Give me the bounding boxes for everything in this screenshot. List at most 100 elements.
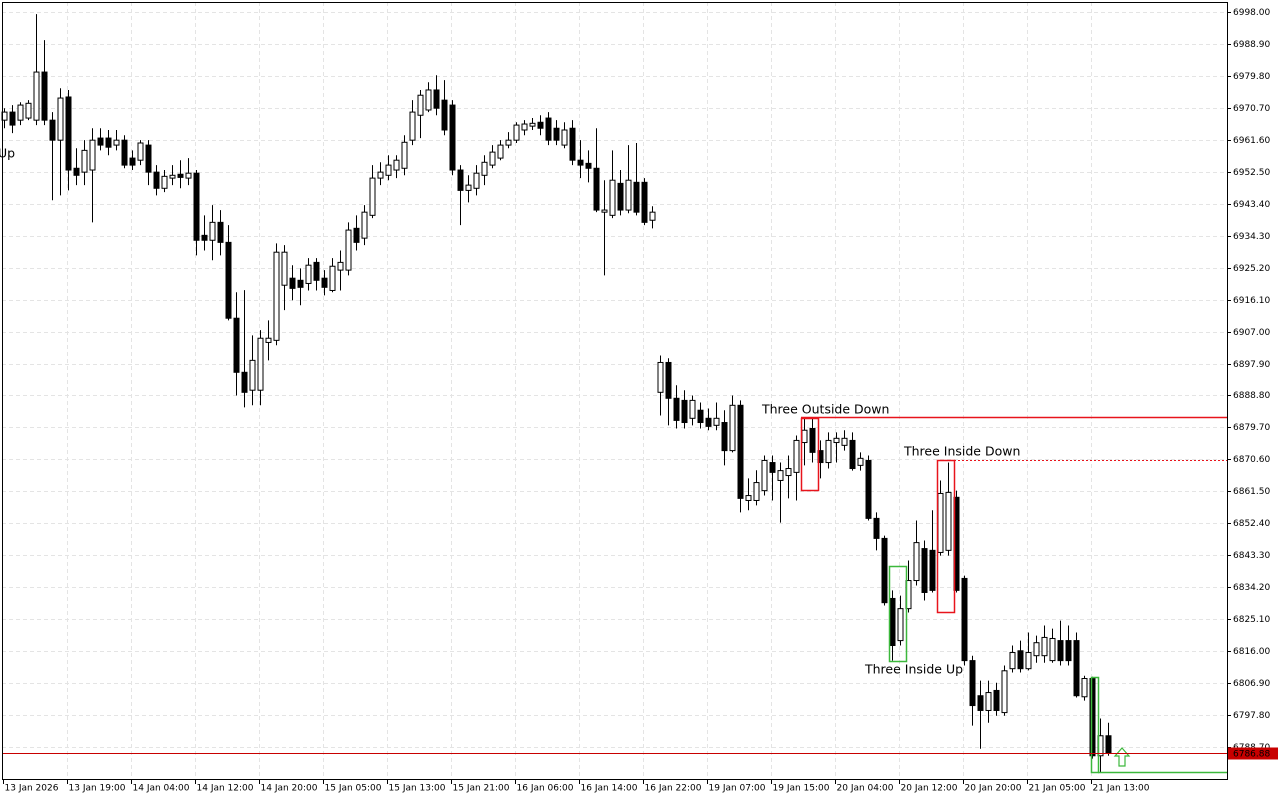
candle-body [897, 608, 904, 642]
x-tick-label: 20 Jan 12:00 [901, 784, 958, 794]
candle-body [513, 124, 520, 141]
candle-body [833, 437, 840, 444]
pattern-label: Three Inside Down [903, 444, 1020, 459]
y-tick-label: 6806.90 [1233, 679, 1270, 689]
candle-body [593, 167, 600, 211]
y-tick-label: 6879.70 [1233, 423, 1270, 433]
candle-body [225, 241, 232, 319]
candle-body [753, 482, 760, 501]
candle-body [657, 361, 664, 393]
candle-body [113, 139, 120, 146]
candle-body [353, 227, 360, 243]
candle-body [41, 71, 48, 121]
candle-body [985, 692, 992, 711]
candle-body [585, 162, 592, 169]
x-tick-label: 16 Jan 06:00 [517, 784, 574, 794]
candle-body [793, 439, 800, 473]
candle-body [81, 149, 88, 173]
pattern-box [800, 417, 820, 492]
candle-body [9, 111, 16, 126]
y-tick-label: 6961.60 [1233, 136, 1270, 146]
candle-body [297, 279, 304, 288]
candle-body [681, 399, 688, 424]
candle-body [729, 404, 736, 452]
x-tick-label: 15 Jan 21:00 [453, 784, 510, 794]
candle-body [713, 417, 720, 426]
candle-body [425, 89, 432, 111]
candle-body [553, 127, 560, 141]
candle-body [145, 144, 152, 173]
y-tick-label: 6825.10 [1233, 615, 1270, 625]
y-tick-label: 6916.10 [1233, 296, 1270, 306]
candle-body [137, 142, 144, 161]
candle-body [545, 117, 552, 141]
candle-body [785, 468, 792, 477]
x-tick-label: 15 Jan 13:00 [389, 784, 446, 794]
pattern-box [936, 459, 956, 614]
candle-body [233, 317, 240, 373]
y-tick-label: 6797.80 [1233, 711, 1270, 721]
candle-body [1081, 678, 1088, 698]
candle-body [721, 422, 728, 452]
candle-body [377, 171, 384, 179]
candle-body [969, 660, 976, 707]
candle-body [945, 491, 952, 551]
candle-body [977, 695, 984, 711]
candle-body [209, 221, 216, 241]
candle-body [1049, 637, 1056, 662]
candle-body [649, 211, 656, 221]
candle-body [177, 173, 184, 178]
x-tick-label: 16 Jan 14:00 [581, 784, 638, 794]
candle-body [17, 104, 24, 121]
candle-body [665, 361, 672, 399]
candle-body [873, 517, 880, 539]
candle-body [865, 459, 872, 519]
candle-body [153, 171, 160, 189]
candle-body [369, 177, 376, 216]
y-tick-label: 6861.50 [1233, 487, 1270, 497]
candle-body [185, 172, 192, 179]
candle-body [481, 161, 488, 176]
pattern-box [888, 565, 908, 663]
candle-body [1065, 640, 1072, 662]
candle-body [737, 404, 744, 499]
candle-body [913, 542, 920, 582]
candle-body [385, 164, 392, 176]
candle-body [881, 537, 888, 604]
candle-body [1057, 640, 1064, 662]
candle-body [1041, 636, 1048, 657]
candle-body [329, 265, 336, 291]
plot [1, 14, 1112, 773]
y-tick-label: 6925.20 [1233, 264, 1270, 274]
y-tick-label: 6843.30 [1233, 551, 1270, 561]
y-tick-label: 6988.90 [1233, 40, 1270, 50]
candle-body [273, 251, 280, 341]
y-tick-label: 6870.60 [1233, 455, 1270, 465]
candle-body [497, 144, 504, 159]
candle-body [65, 96, 72, 171]
signal-arrow [1113, 747, 1131, 767]
candle-body [633, 181, 640, 213]
candle-body [361, 211, 368, 239]
candle-body [961, 577, 968, 662]
x-tick-label: 13 Jan 19:00 [69, 784, 126, 794]
x-tick-label: 13 Jan 2026 [5, 784, 59, 794]
x-tick-label: 14 Jan 04:00 [133, 784, 190, 794]
candle-body [105, 137, 112, 148]
candle-body [577, 159, 584, 166]
x-tick-label: 20 Jan 20:00 [965, 784, 1022, 794]
candle-body [457, 169, 464, 191]
candle-body [801, 429, 808, 444]
candle-body [1001, 670, 1008, 714]
y-tick-label: 6897.90 [1233, 360, 1270, 370]
candle-body [169, 174, 176, 179]
candle-body [841, 437, 848, 446]
candle-body [857, 457, 864, 466]
y-tick-label: 6834.20 [1233, 583, 1270, 593]
candle-body [705, 417, 712, 427]
candle-body [761, 459, 768, 492]
candle-body [73, 167, 80, 176]
y-tick-label: 6998.00 [1233, 8, 1270, 18]
candle-body [129, 157, 136, 166]
